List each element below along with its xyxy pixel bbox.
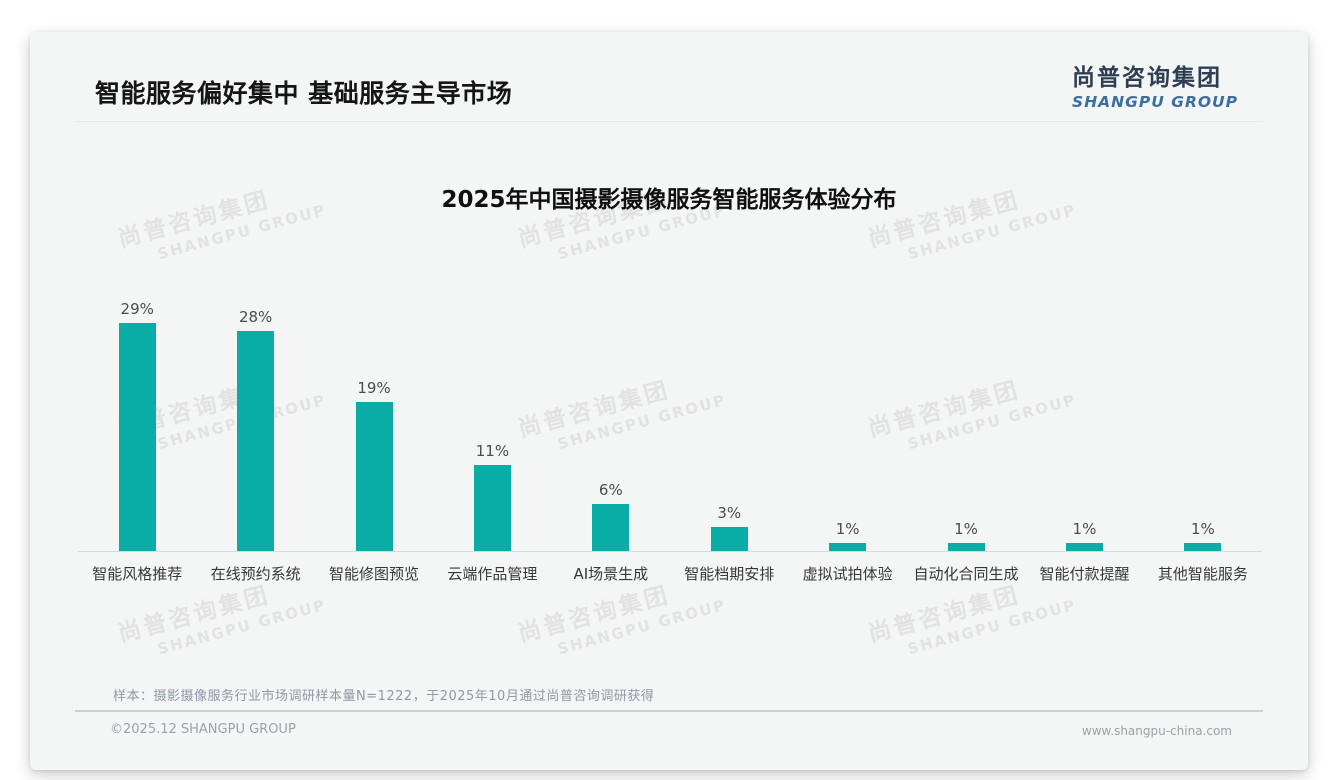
bar: [592, 504, 630, 551]
bar: [829, 543, 867, 551]
category-label: 在线预约系统: [210, 565, 301, 583]
bar: [1065, 543, 1103, 551]
bar-value-label: 1%: [1190, 520, 1215, 538]
bar-value-label: 11%: [475, 442, 510, 460]
bar: [1184, 543, 1222, 551]
logo: 尚普咨询集团 SHANGPU GROUP: [1072, 58, 1238, 111]
bar-value-label: 3%: [717, 504, 742, 522]
category-label: AI场景生成: [573, 565, 649, 583]
category-label: 智能付款提醒: [1039, 565, 1130, 583]
header-divider: [75, 121, 1263, 122]
chart-title: 2025年中国摄影摄像服务智能服务体验分布: [441, 187, 897, 213]
sample-note: 样本：摄影摄像服务行业市场调研样本量N=1222，于2025年10月通过尚普咨询…: [113, 689, 655, 704]
bar-value-label: 1%: [954, 520, 978, 538]
bar-value-label: 19%: [357, 379, 391, 397]
bar-column: 1%: [1025, 292, 1143, 551]
bar-column: 1%: [1144, 292, 1262, 551]
bar-column: 28%: [196, 292, 314, 551]
logo-chinese-text: 尚普咨询集团: [1072, 65, 1223, 91]
bar-column: 29%: [78, 292, 196, 551]
website-url: www.shangpu-china.com: [1081, 724, 1232, 738]
bar-value-label: 1%: [1072, 520, 1097, 538]
logo-english-text: SHANGPU GROUP: [1072, 93, 1238, 111]
bar: [473, 465, 511, 551]
category-label: 智能修图预览: [329, 565, 420, 583]
category-label: 云端作品管理: [447, 565, 538, 583]
plot-area: 29% 28% 19% 11% 6% 3% 1% 1% 1% 1%: [78, 292, 1262, 552]
category-label: 虚拟试拍体验: [802, 565, 893, 583]
bar-value-label: 1%: [835, 520, 860, 538]
watermark-english-text: SHANGPU GROUP: [155, 595, 329, 659]
footer-divider: [75, 710, 1263, 712]
bar-value-label: 6%: [598, 481, 623, 499]
bar-value-label: 29%: [120, 300, 154, 318]
bar-column: 6%: [552, 292, 670, 551]
watermark-english-text: SHANGPU GROUP: [555, 595, 729, 659]
bar: [947, 543, 985, 551]
category-label: 其他智能服务: [1157, 565, 1248, 583]
category-labels: 智能风格推荐 在线预约系统 智能修图预览 云端作品管理 AI场景生成 智能档期安排 虚拟试拍…: [78, 563, 1262, 584]
bar: [355, 402, 393, 551]
bar: [710, 527, 748, 551]
bar-column: 3%: [670, 292, 788, 551]
copyright-text: ©2025.12 SHANGPU GROUP: [110, 722, 296, 737]
category-label: 自动化合同生成: [913, 565, 1019, 583]
category-label: 智能风格推荐: [92, 565, 183, 583]
page-title: 智能服务偏好集中 基础服务主导市场: [95, 79, 513, 108]
bar-column: 1%: [788, 292, 906, 551]
category-label: 智能档期安排: [684, 565, 775, 583]
bar-column: 1%: [907, 292, 1025, 551]
bar-column: 19%: [315, 292, 433, 551]
watermark-english-text: SHANGPU GROUP: [905, 595, 1079, 659]
bar: [237, 331, 275, 551]
bar: [118, 323, 156, 551]
bar-value-label: 28%: [238, 308, 273, 326]
bar-column: 11%: [433, 292, 551, 551]
slide-card: 尚普咨询集团 SHANGPU GROUP 尚普咨询集团 SHANGPU GROUP 尚普…: [30, 32, 1308, 770]
